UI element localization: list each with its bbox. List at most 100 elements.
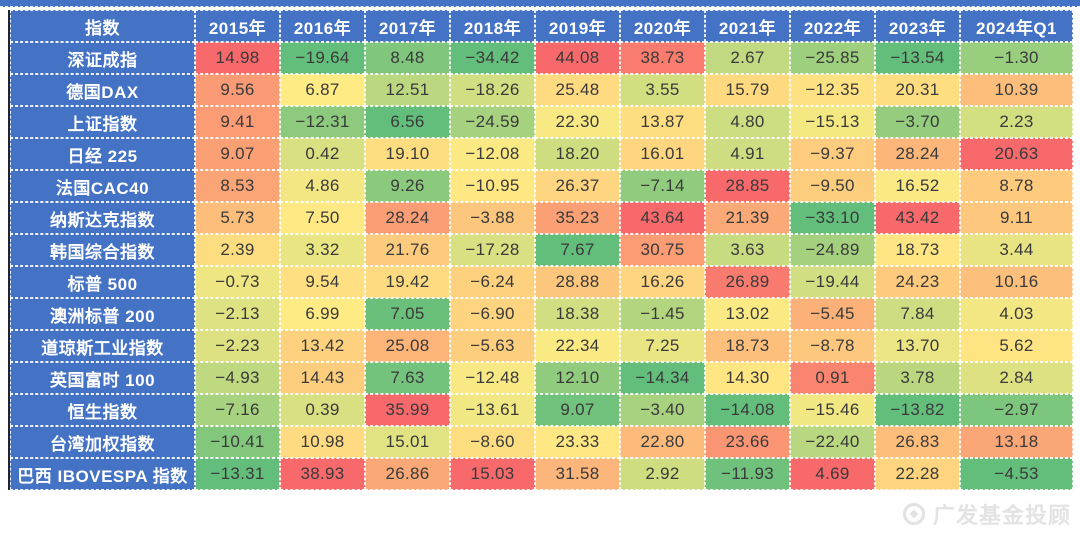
- value-cell: 28.88: [535, 266, 620, 298]
- value-cell: 0.39: [280, 394, 365, 426]
- value-cell: 22.30: [535, 106, 620, 138]
- value-cell: 28.24: [875, 138, 960, 170]
- value-cell: 8.48: [365, 42, 450, 74]
- index-name-cell: 恒生指数: [10, 394, 195, 426]
- value-cell: 28.24: [365, 202, 450, 234]
- index-name-cell: 英国富时 100: [10, 362, 195, 394]
- value-cell: 14.98: [195, 42, 280, 74]
- value-cell: 18.73: [705, 330, 790, 362]
- value-cell: −24.59: [450, 106, 535, 138]
- year-header-cell: 2020年: [620, 10, 705, 42]
- watermark-text: 广发基金投顾: [932, 503, 1071, 528]
- value-cell: 13.70: [875, 330, 960, 362]
- value-cell: −2.13: [195, 298, 280, 330]
- value-cell: 9.07: [195, 138, 280, 170]
- value-cell: 16.01: [620, 138, 705, 170]
- value-cell: 13.87: [620, 106, 705, 138]
- value-cell: 10.98: [280, 426, 365, 458]
- index-annual-returns-heatmap-table: 指数 2015年 2016年 2017年 2018年 2019年 2020年 2021年 202…: [8, 10, 1073, 490]
- value-cell: 12.10: [535, 362, 620, 394]
- value-cell: −4.93: [195, 362, 280, 394]
- value-cell: −15.46: [790, 394, 875, 426]
- value-cell: 23.66: [705, 426, 790, 458]
- value-cell: −10.95: [450, 170, 535, 202]
- table-top-edge-strip: [0, 0, 1080, 7]
- value-cell: −5.45: [790, 298, 875, 330]
- value-cell: −12.31: [280, 106, 365, 138]
- index-name-cell: 德国DAX: [10, 74, 195, 106]
- value-cell: −0.73: [195, 266, 280, 298]
- index-name-cell: 巴西 IBOVESPA 指数: [10, 458, 195, 490]
- value-cell: −2.23: [195, 330, 280, 362]
- value-cell: 6.99: [280, 298, 365, 330]
- value-cell: −2.97: [960, 394, 1073, 426]
- value-cell: 3.78: [875, 362, 960, 394]
- value-cell: −9.50: [790, 170, 875, 202]
- value-cell: 6.56: [365, 106, 450, 138]
- value-cell: 30.75: [620, 234, 705, 266]
- value-cell: 4.80: [705, 106, 790, 138]
- value-cell: 5.62: [960, 330, 1073, 362]
- value-cell: −1.30: [960, 42, 1073, 74]
- year-header-cell: 2019年: [535, 10, 620, 42]
- value-cell: 13.42: [280, 330, 365, 362]
- value-cell: 3.63: [705, 234, 790, 266]
- value-cell: 38.73: [620, 42, 705, 74]
- value-cell: 26.83: [875, 426, 960, 458]
- value-cell: −24.89: [790, 234, 875, 266]
- value-cell: 7.67: [535, 234, 620, 266]
- value-cell: 15.03: [450, 458, 535, 490]
- year-header-cell: 2024年Q1: [960, 10, 1073, 42]
- value-cell: 4.91: [705, 138, 790, 170]
- value-cell: 10.39: [960, 74, 1073, 106]
- value-cell: 3.55: [620, 74, 705, 106]
- value-cell: 7.63: [365, 362, 450, 394]
- gf-fund-logo-icon: [902, 502, 926, 526]
- value-cell: −19.64: [280, 42, 365, 74]
- value-cell: 4.03: [960, 298, 1073, 330]
- value-cell: 22.80: [620, 426, 705, 458]
- value-cell: −13.82: [875, 394, 960, 426]
- value-cell: 23.33: [535, 426, 620, 458]
- index-name-cell: 深证成指: [10, 42, 195, 74]
- value-cell: 19.10: [365, 138, 450, 170]
- value-cell: −10.41: [195, 426, 280, 458]
- value-cell: 21.39: [705, 202, 790, 234]
- value-cell: −33.10: [790, 202, 875, 234]
- value-cell: −9.37: [790, 138, 875, 170]
- value-cell: 35.99: [365, 394, 450, 426]
- value-cell: 25.08: [365, 330, 450, 362]
- value-cell: 9.26: [365, 170, 450, 202]
- value-cell: −5.63: [450, 330, 535, 362]
- value-cell: 0.42: [280, 138, 365, 170]
- value-cell: −8.78: [790, 330, 875, 362]
- value-cell: 18.38: [535, 298, 620, 330]
- value-cell: 12.51: [365, 74, 450, 106]
- value-cell: 31.58: [535, 458, 620, 490]
- index-name-cell: 道琼斯工业指数: [10, 330, 195, 362]
- year-header-cell: 2017年: [365, 10, 450, 42]
- value-cell: 9.07: [535, 394, 620, 426]
- value-cell: 26.37: [535, 170, 620, 202]
- value-cell: −3.70: [875, 106, 960, 138]
- value-cell: 19.42: [365, 266, 450, 298]
- year-header-cell: 2016年: [280, 10, 365, 42]
- value-cell: 4.86: [280, 170, 365, 202]
- index-name-cell: 上证指数: [10, 106, 195, 138]
- year-header-cell: 2018年: [450, 10, 535, 42]
- value-cell: −13.31: [195, 458, 280, 490]
- index-name-cell: 台湾加权指数: [10, 426, 195, 458]
- value-cell: 0.91: [790, 362, 875, 394]
- value-cell: 9.54: [280, 266, 365, 298]
- value-cell: 28.85: [705, 170, 790, 202]
- value-cell: 9.11: [960, 202, 1073, 234]
- value-cell: 13.02: [705, 298, 790, 330]
- value-cell: −7.14: [620, 170, 705, 202]
- value-cell: −19.44: [790, 266, 875, 298]
- value-cell: −3.40: [620, 394, 705, 426]
- value-cell: 2.84: [960, 362, 1073, 394]
- value-cell: −7.16: [195, 394, 280, 426]
- index-name-cell: 澳洲标普 200: [10, 298, 195, 330]
- value-cell: 35.23: [535, 202, 620, 234]
